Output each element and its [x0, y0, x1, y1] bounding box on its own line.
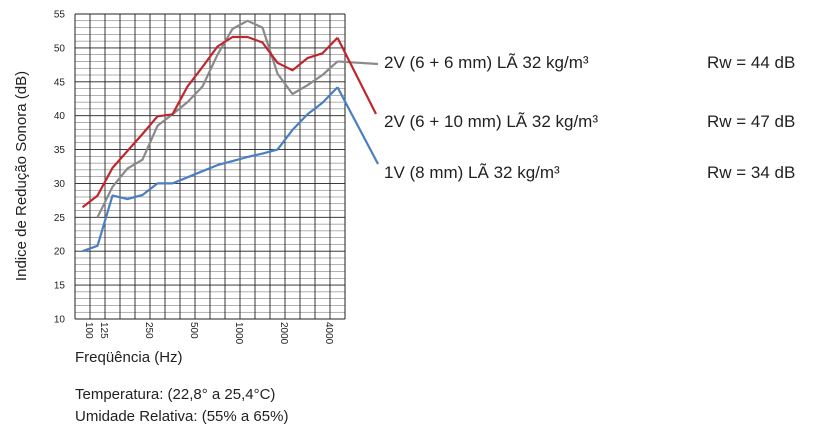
x-tick-label: 250	[143, 322, 154, 339]
series-line	[82, 86, 339, 253]
legend-rw-value: Rw = 47 dB	[707, 112, 795, 131]
x-tick-label: 500	[188, 322, 199, 339]
y-tick-label: 55	[54, 10, 66, 21]
x-tick-labels: 100 125 250 500 1000 2000 4000	[83, 322, 334, 345]
y-tick-label: 25	[54, 213, 66, 224]
humidity-note: Umidade Relativa: (55% a 65%)	[75, 408, 289, 425]
y-tick-label: 20	[54, 247, 66, 258]
x-axis-title: Freqüência (Hz)	[75, 349, 183, 366]
y-tick-label: 30	[54, 179, 66, 190]
y-tick-labels: 10 15 20 25 30 35 40 45 50 55	[54, 10, 66, 326]
legend-leader	[337, 60, 379, 66]
y-tick-label: 10	[54, 315, 66, 326]
grid	[74, 13, 346, 320]
x-tick-label: 100	[83, 322, 94, 339]
legend-leader	[336, 86, 379, 165]
y-tick-label: 50	[54, 43, 66, 54]
series-line	[96, 19, 339, 218]
series-line	[81, 35, 339, 209]
legend-rw-value: Rw = 34 dB	[707, 163, 795, 182]
legend-leader	[336, 37, 377, 115]
series-lines	[81, 19, 339, 253]
y-tick-label: 35	[54, 145, 66, 156]
temperature-note: Temperatura: (22,8° a 25,4°C)	[75, 386, 276, 403]
y-axis-title: Indice de Redução Sonora (dB)	[13, 71, 30, 281]
x-tick-label: 1000	[233, 322, 244, 345]
legend-rw-value: Rw = 44 dB	[707, 53, 795, 72]
x-tick-label: 2000	[278, 322, 289, 345]
y-tick-label: 45	[54, 77, 66, 88]
legend-label: 2V (6 + 10 mm) LÃ 32 kg/m³	[384, 112, 598, 131]
legend-label: 2V (6 + 6 mm) LÃ 32 kg/m³	[384, 53, 589, 72]
y-tick-label: 40	[54, 111, 66, 122]
x-tick-label: 125	[98, 322, 109, 339]
legend-label: 1V (8 mm) LÃ 32 kg/m³	[384, 163, 560, 182]
legend-leaders	[336, 37, 379, 165]
legend: 2V (6 + 6 mm) LÃ 32 kg/m³ Rw = 44 dB 2V (6…	[384, 53, 795, 182]
y-tick-label: 15	[54, 281, 66, 292]
x-tick-label: 4000	[323, 322, 334, 345]
